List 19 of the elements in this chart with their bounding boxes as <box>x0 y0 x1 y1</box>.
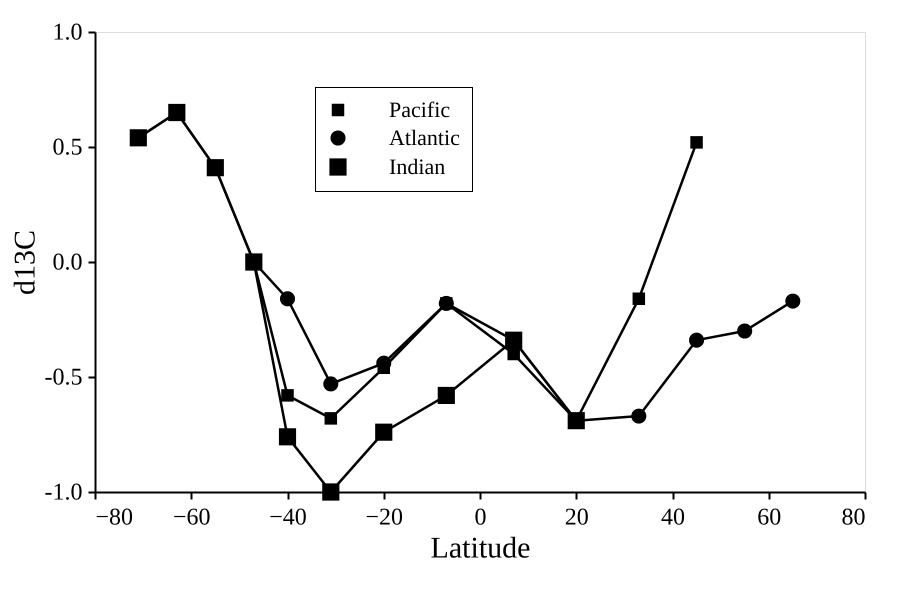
y-tick-label: 0.5 <box>52 134 82 160</box>
y-tick-label: 0.0 <box>52 250 82 276</box>
x-tick-label: 20 <box>564 504 589 530</box>
legend-label: Indian <box>389 154 446 179</box>
x-tick-label: −40 <box>269 504 307 530</box>
x-tick-label: 0 <box>474 504 486 530</box>
y-tick-label: -0.5 <box>44 364 82 390</box>
x-tick-label: 40 <box>661 504 685 530</box>
legend-label: Atlantic <box>389 125 460 150</box>
x-tick-label: −20 <box>365 504 404 530</box>
x-tick-label: −80 <box>96 504 134 530</box>
y-tick-label: 1.0 <box>52 20 82 46</box>
x-tick-label: −60 <box>172 504 211 530</box>
y-axis-title: d13C <box>8 230 42 296</box>
x-axis-title: Latitude <box>430 532 530 564</box>
y-tick-label: -1.0 <box>44 480 82 506</box>
x-tick-label: 60 <box>757 504 782 530</box>
legend-label: Pacific <box>389 97 450 122</box>
x-tick-label: 80 <box>842 504 866 530</box>
